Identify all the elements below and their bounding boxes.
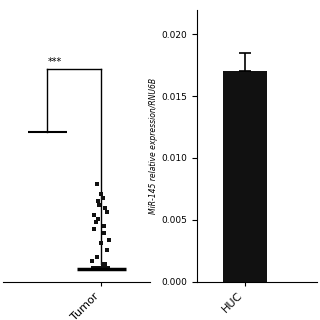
Point — [96, 199, 101, 204]
Point — [94, 265, 99, 270]
Point — [104, 209, 109, 214]
Text: B: B — [201, 0, 210, 4]
Point — [97, 202, 102, 207]
Point — [103, 265, 108, 270]
Point — [92, 265, 98, 270]
Point — [100, 262, 106, 267]
Point — [101, 223, 107, 228]
Point — [98, 265, 103, 270]
Point — [97, 265, 102, 270]
Point — [105, 265, 110, 270]
Point — [100, 265, 105, 270]
Point — [101, 230, 107, 235]
Point — [94, 220, 99, 225]
Point — [92, 213, 97, 218]
Point — [91, 265, 96, 270]
Point — [99, 192, 104, 197]
Point — [96, 216, 101, 221]
Point — [92, 227, 97, 232]
Point — [102, 206, 108, 211]
Point — [100, 195, 106, 200]
Text: ***: *** — [48, 57, 62, 67]
Y-axis label: MiR-145 relative expression/RNU6B: MiR-145 relative expression/RNU6B — [149, 77, 158, 214]
Bar — [223, 71, 267, 282]
Point — [99, 241, 104, 246]
Point — [106, 237, 111, 242]
Point — [102, 262, 108, 267]
Point — [95, 255, 100, 260]
Point — [104, 248, 109, 253]
Point — [90, 258, 95, 263]
Point — [95, 181, 100, 187]
